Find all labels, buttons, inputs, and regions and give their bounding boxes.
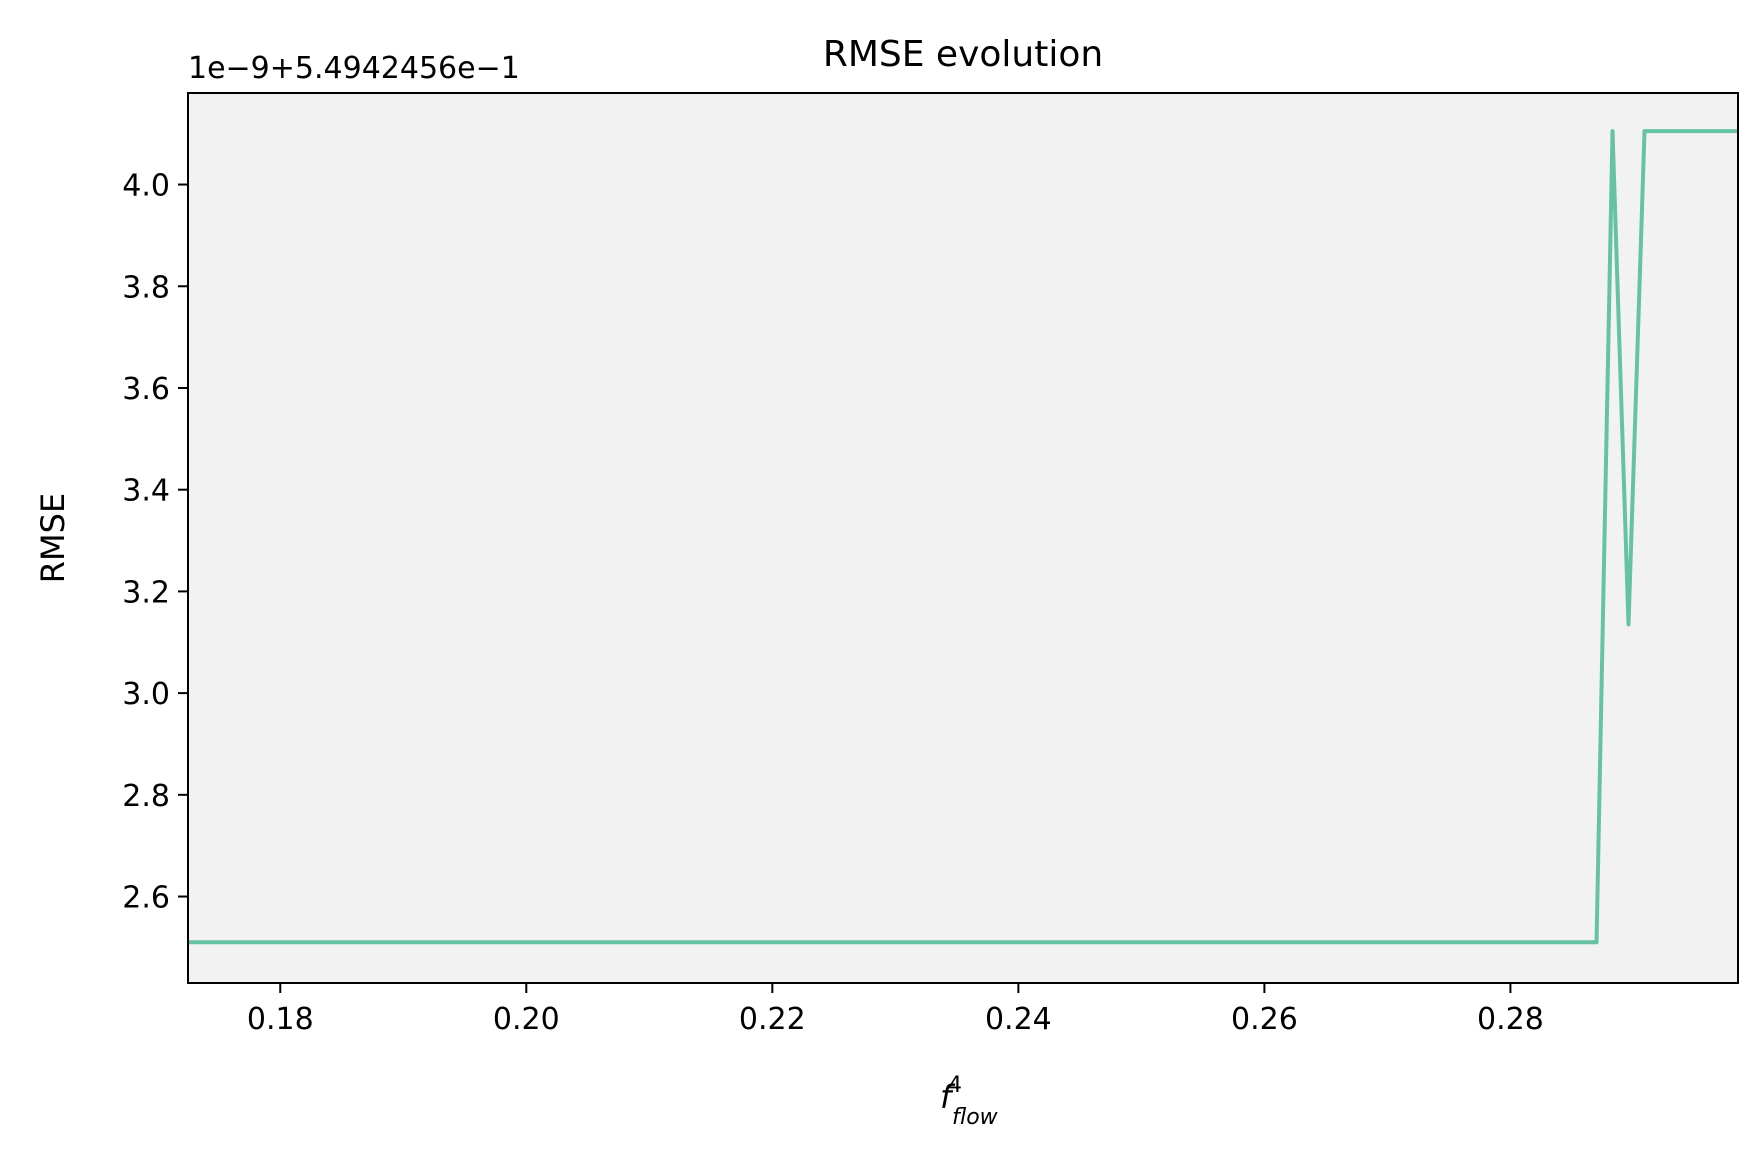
series-line-0 xyxy=(188,129,1738,945)
x-tick-label: 0.28 xyxy=(1477,1002,1544,1037)
y-tick-label: 2.8 xyxy=(122,779,170,814)
chart-title: RMSE evolution xyxy=(823,34,1103,75)
plot-frame xyxy=(187,92,1739,984)
x-tick-label: 0.24 xyxy=(985,1002,1052,1037)
y-axis: 2.6 2.8 3.0 3.2 3.4 3.6 3.8 4.0 xyxy=(122,169,188,916)
x-tick-label: 0.26 xyxy=(1231,1002,1298,1037)
x-tick-label: 0.22 xyxy=(739,1002,806,1037)
plot-background xyxy=(188,93,1738,983)
x-axis-label: f 4 flow xyxy=(940,1073,999,1130)
y-tick-label: 4.0 xyxy=(122,169,170,204)
y-tick-label: 3.6 xyxy=(122,372,170,407)
x-tick-label: 0.18 xyxy=(247,1002,314,1037)
y-tick-label: 3.0 xyxy=(122,677,170,712)
series-layer xyxy=(188,129,1738,945)
x-axis: 0.18 0.20 0.22 0.24 0.26 0.28 xyxy=(247,983,1544,1037)
y-tick-label: 2.6 xyxy=(122,881,170,916)
y-tick-label: 3.4 xyxy=(122,474,170,509)
y-tick-label: 3.8 xyxy=(122,270,170,305)
y-axis-label: RMSE xyxy=(34,493,72,583)
x-axis-label-sup: 4 xyxy=(948,1073,962,1098)
x-axis-label-sub: flow xyxy=(952,1105,999,1130)
x-tick-label: 0.20 xyxy=(493,1002,560,1037)
offset-text: 1e−9+5.4942456e−1 xyxy=(188,51,520,86)
y-tick-label: 3.2 xyxy=(122,575,170,610)
